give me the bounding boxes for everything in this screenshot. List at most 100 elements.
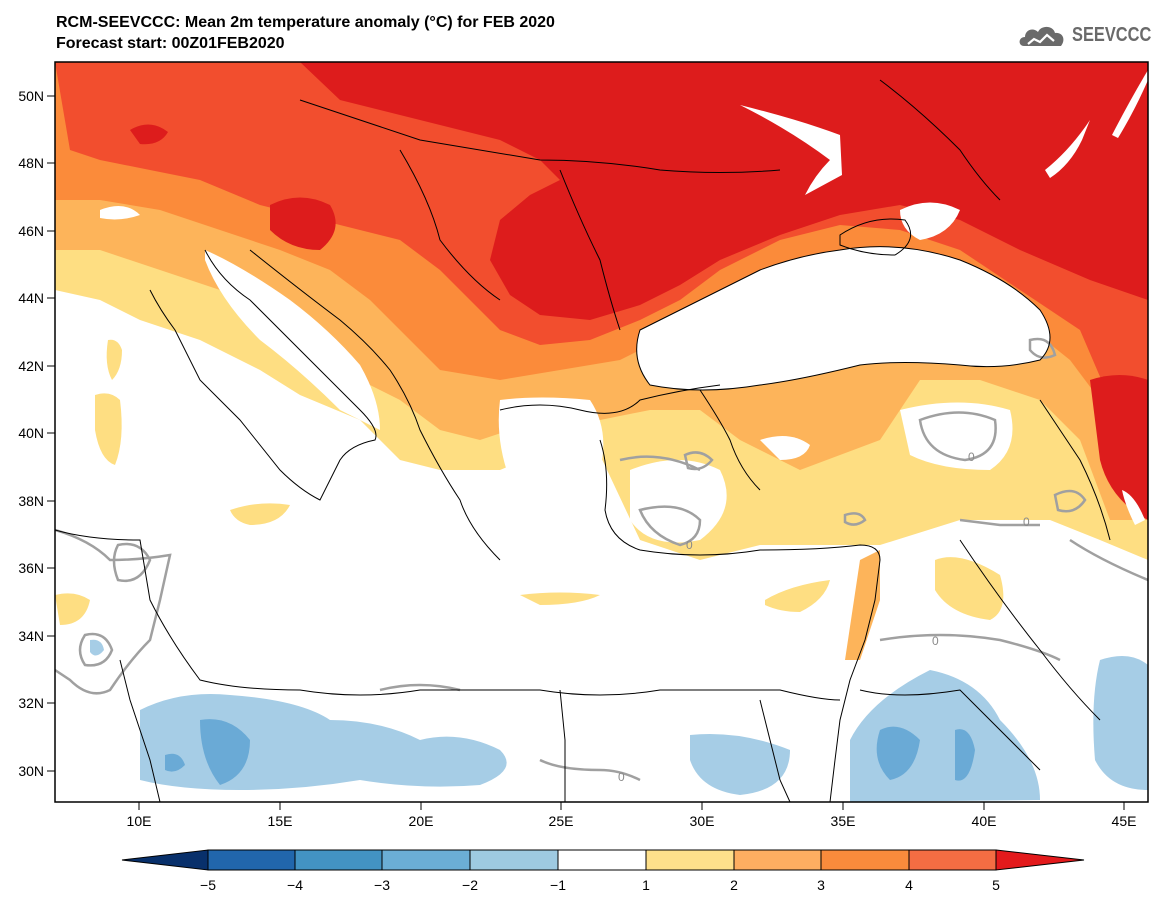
lat-label-32N: 32N [18,695,44,711]
lon-tick-25E: 25E [549,802,574,829]
lat-label-42N: 42N [18,358,44,374]
colorbar-high-triangle [995,849,1085,871]
levant-coast [845,550,880,660]
lon-label-15E: 15E [268,813,293,829]
map-frame [54,61,1149,803]
lat-tick-50N: 50N [18,88,55,104]
contour-label: 0 [932,634,939,648]
contour-label: 0 [618,770,625,784]
seevccc-logo: SEEVCCC [1016,20,1156,54]
negative-anomaly-arabia-core-2 [955,729,975,781]
colorbar-label: 3 [817,877,825,893]
lat-label-46N: 46N [18,223,44,239]
colorbar-label: −3 [374,877,390,893]
lat-tick-30N: 30N [18,763,55,779]
lon-tick-10E: 10E [127,802,152,829]
colorbar-label: 5 [992,877,1000,893]
colorbar-label: −4 [287,877,303,893]
anomaly-above-5-caucasus [1090,375,1148,520]
colorbar-label: −2 [462,877,478,893]
lon-tick-30E: 30E [690,802,715,829]
lon-tick-35E: 35E [831,802,856,829]
logo-text: SEEVCCC [1072,24,1152,46]
adriatic-sea [205,250,380,430]
colorbar-low-triangle [121,849,209,871]
gap-caucasus [1122,490,1145,525]
colorbar: −5 −4 −3 −2 −1 1 2 3 4 5 [121,849,1085,893]
colorbar-label: −1 [550,877,566,893]
mediterranean-sea [55,300,860,700]
black-sea [636,246,1050,390]
longitude-axis: 10E 15E 20E 25E 30E 35E 40E 45E [127,802,1137,829]
aegean-sea [498,397,604,570]
syria-yellow [935,557,1004,620]
lon-tick-45E: 45E [1112,802,1137,829]
lat-tick-38N: 38N [18,493,55,509]
sicily [230,503,290,525]
negative-anomaly-libya-core-2 [165,753,185,772]
anomaly-above-5-alps [270,197,336,250]
lat-label-36N: 36N [18,560,44,576]
lon-label-35E: 35E [831,813,856,829]
lat-label-48N: 48N [18,155,44,171]
lat-tick-36N: 36N [18,560,55,576]
coastlines-borders [55,79,1111,802]
lon-label-45E: 45E [1112,813,1137,829]
colorbar-segment [645,849,735,871]
negative-anomaly-libya-core [200,719,250,785]
contour-label: 0 [968,450,975,464]
lat-label-34N: 34N [18,628,44,644]
colorbar-label: 1 [642,877,650,893]
negative-anomaly-iraq [1093,656,1148,790]
forecast-start-label: Forecast start: 00Z01FEB2020 [56,35,285,52]
lon-label-40E: 40E [972,813,997,829]
lat-tick-46N: 46N [18,223,55,239]
tunisia-yellow [55,593,90,625]
anatolia-white-3 [760,436,810,460]
negative-anomaly-egypt [690,734,790,795]
colorbar-label: −5 [200,877,216,893]
latitude-axis: 50N 48N 46N 44N 42N 40N 38N 36N 34N 32N … [18,88,55,779]
lat-tick-40N: 40N [18,425,55,441]
lat-tick-34N: 34N [18,628,55,644]
chart-title: RCM-SEEVCCC: Mean 2m temperature anomaly… [56,14,555,31]
contour-label: 0 [686,538,693,552]
lat-tick-48N: 48N [18,155,55,171]
crete [520,592,600,605]
lon-tick-40E: 40E [972,802,997,829]
lon-tick-20E: 20E [409,802,434,829]
colorbar-label: 2 [730,877,738,893]
contour-labels: 0 0 0 0 0 [618,450,1030,784]
contour-label: 0 [1023,515,1030,529]
lat-tick-32N: 32N [18,695,55,711]
gap-russia-1 [740,105,842,195]
colorbar-segment [908,849,997,871]
lon-label-30E: 30E [690,813,715,829]
colorbar-segment [733,849,822,871]
lat-tick-44N: 44N [18,290,55,306]
colorbar-label: 4 [905,877,913,893]
lon-label-25E: 25E [549,813,574,829]
anomaly-above-5-west [130,124,168,145]
negative-anomaly-arabia-core [876,726,920,780]
lat-label-30N: 30N [18,763,44,779]
colorbar-segment [294,849,383,871]
gap-russia-2 [1045,120,1090,178]
colorbar-segment [469,849,559,871]
colorbar-segment [557,849,647,871]
lon-label-10E: 10E [127,813,152,829]
anomaly-field [55,62,1148,802]
corsica [106,339,122,380]
colorbar-segment [207,849,296,871]
colorbar-segment [820,849,910,871]
lat-label-40N: 40N [18,425,44,441]
gap-russia-3 [1112,70,1148,138]
lat-label-50N: 50N [18,88,44,104]
lon-tick-15E: 15E [268,802,293,829]
sardinia [95,393,122,465]
sea-of-azov [900,202,960,240]
colorbar-segment [381,849,471,871]
negative-anomaly-tunisia [90,639,104,656]
lon-label-20E: 20E [409,813,434,829]
